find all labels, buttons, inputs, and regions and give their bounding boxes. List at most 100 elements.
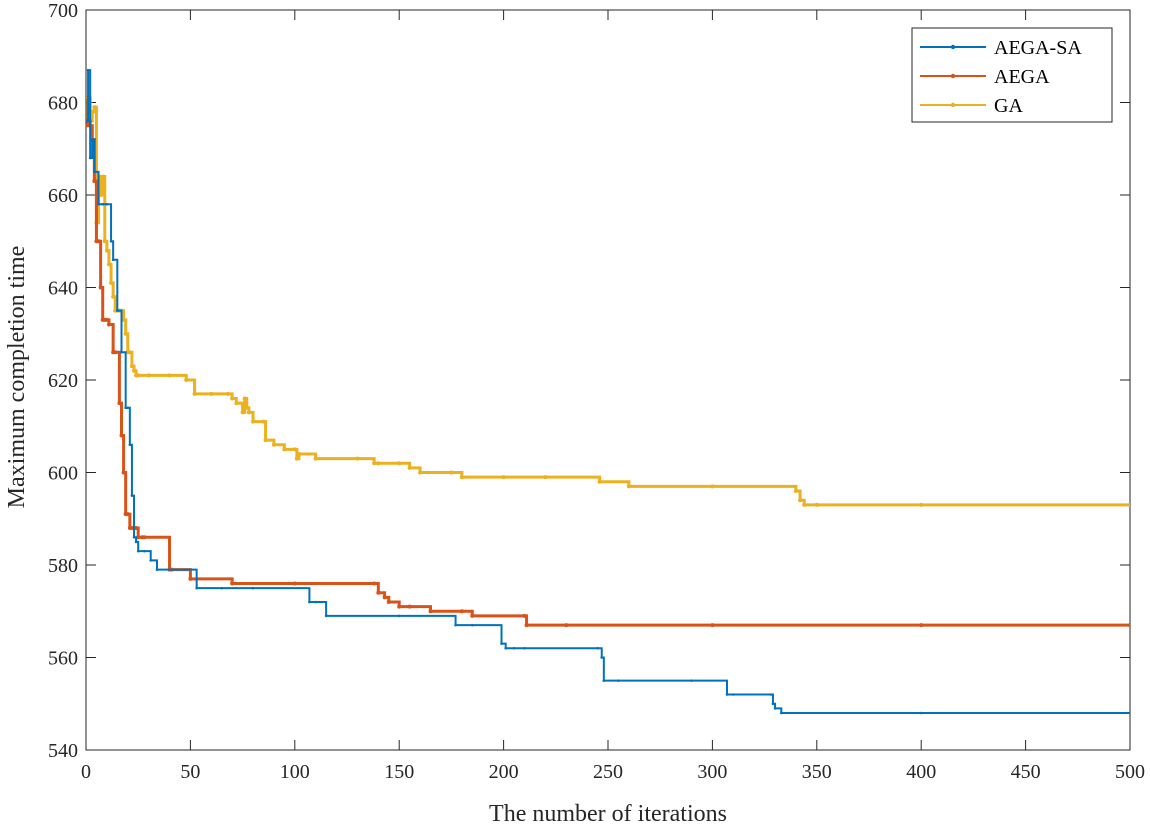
- data-point: [120, 350, 123, 354]
- data-point: [372, 461, 377, 466]
- data-point: [919, 623, 924, 628]
- data-point: [271, 442, 276, 447]
- data-point: [104, 248, 109, 253]
- data-point: [129, 526, 134, 530]
- data-point: [101, 202, 105, 206]
- data-point: [136, 535, 141, 540]
- y-tick-label: 680: [48, 93, 78, 115]
- data-point: [600, 656, 604, 659]
- x-tick-label: 100: [280, 761, 310, 783]
- series-line: [86, 96, 1130, 507]
- data-point: [109, 239, 113, 243]
- data-point: [102, 239, 107, 244]
- data-point: [501, 475, 506, 480]
- data-point: [117, 401, 122, 406]
- data-point: [184, 378, 189, 382]
- x-tick-label: 500: [1115, 761, 1145, 783]
- data-point: [504, 646, 507, 650]
- data-point: [104, 317, 109, 322]
- data-point: [220, 586, 224, 590]
- data-point: [225, 391, 230, 396]
- series-line: [86, 69, 1130, 714]
- data-point: [92, 179, 97, 184]
- data-point: [626, 484, 631, 489]
- data-point: [195, 586, 198, 590]
- x-tick-label: 150: [384, 761, 414, 783]
- y-tick-label: 620: [48, 370, 78, 392]
- data-point: [90, 138, 94, 141]
- x-tick-label: 50: [180, 761, 200, 783]
- data-point: [372, 581, 377, 586]
- data-point: [407, 604, 412, 609]
- legend-label: AEGA-SA: [994, 37, 1082, 59]
- data-point: [449, 470, 454, 475]
- data-point: [90, 109, 95, 114]
- data-point: [132, 368, 137, 373]
- data-point: [454, 623, 457, 627]
- data-point: [132, 535, 136, 539]
- data-point: [602, 679, 606, 682]
- y-tick-label: 580: [48, 555, 78, 577]
- data-point: [324, 614, 328, 618]
- data-point: [121, 317, 126, 322]
- x-tick-label: 350: [802, 761, 832, 783]
- data-point: [96, 239, 101, 244]
- data-point: [230, 396, 235, 401]
- data-point: [230, 581, 235, 586]
- data-point: [798, 498, 803, 503]
- legend-marker: [950, 73, 956, 79]
- legend-marker: [950, 102, 956, 108]
- data-point: [523, 646, 526, 650]
- data-point: [261, 419, 266, 424]
- y-tick-label: 540: [48, 740, 78, 762]
- data-point: [596, 646, 599, 650]
- series-layer: [86, 68, 1130, 715]
- data-point: [771, 702, 775, 706]
- data-point: [524, 623, 529, 628]
- data-point: [376, 461, 381, 466]
- data-point: [397, 614, 401, 618]
- data-point: [113, 350, 118, 355]
- data-point: [725, 693, 729, 696]
- data-point: [111, 294, 116, 299]
- data-point: [192, 391, 197, 396]
- data-point: [314, 600, 317, 604]
- y-tick-label: 600: [48, 463, 78, 485]
- data-point: [105, 202, 109, 206]
- data-point: [282, 447, 287, 452]
- series-line: [86, 119, 1130, 627]
- data-point: [129, 364, 134, 369]
- data-point: [128, 443, 132, 447]
- data-point: [522, 613, 527, 618]
- data-point: [355, 456, 360, 461]
- data-point: [1128, 623, 1130, 628]
- data-point: [209, 391, 214, 396]
- data-point: [98, 193, 103, 197]
- data-point: [88, 156, 92, 160]
- data-point: [97, 202, 100, 206]
- data-point: [428, 609, 433, 614]
- x-axis-title: The number of iterations: [489, 801, 727, 824]
- data-point: [106, 322, 111, 327]
- data-point: [98, 285, 103, 290]
- data-point: [292, 581, 297, 586]
- data-point: [126, 406, 130, 410]
- data-point: [313, 456, 318, 461]
- data-point: [710, 623, 715, 628]
- data-point: [111, 258, 115, 262]
- tick-labels: 0 50 100 150 200 250 300 350 400 450 500 540 560 580 6…: [48, 0, 1145, 783]
- data-point: [470, 623, 474, 627]
- data-point: [234, 401, 239, 406]
- data-point: [86, 68, 90, 72]
- data-point: [123, 331, 128, 336]
- data-point: [244, 405, 249, 410]
- data-point: [116, 309, 119, 312]
- y-tick-label: 640: [48, 278, 78, 300]
- data-point: [86, 119, 88, 123]
- data-point: [397, 604, 402, 609]
- data-point: [773, 707, 777, 710]
- data-point: [100, 174, 105, 179]
- data-point: [142, 535, 147, 540]
- data-point: [127, 350, 132, 355]
